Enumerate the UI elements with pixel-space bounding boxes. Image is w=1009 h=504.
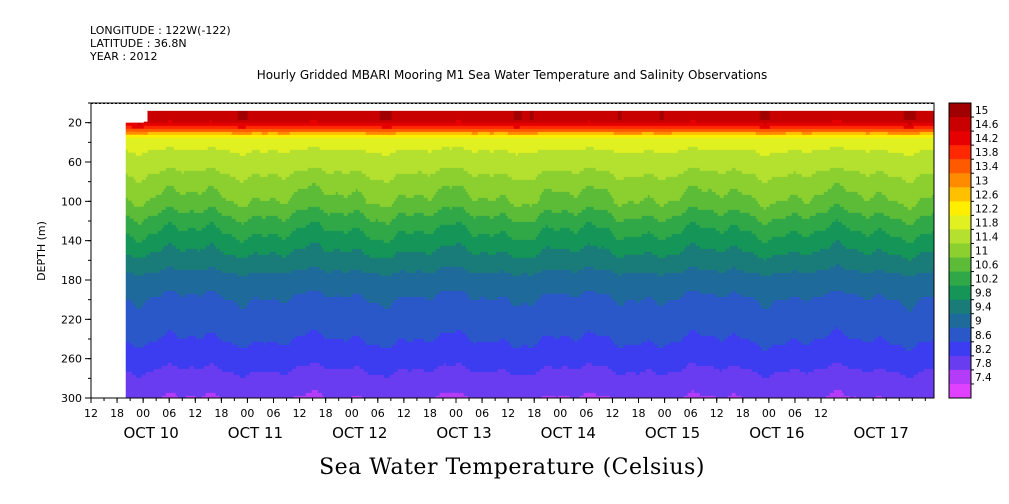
heatmap-plot [91,103,936,399]
